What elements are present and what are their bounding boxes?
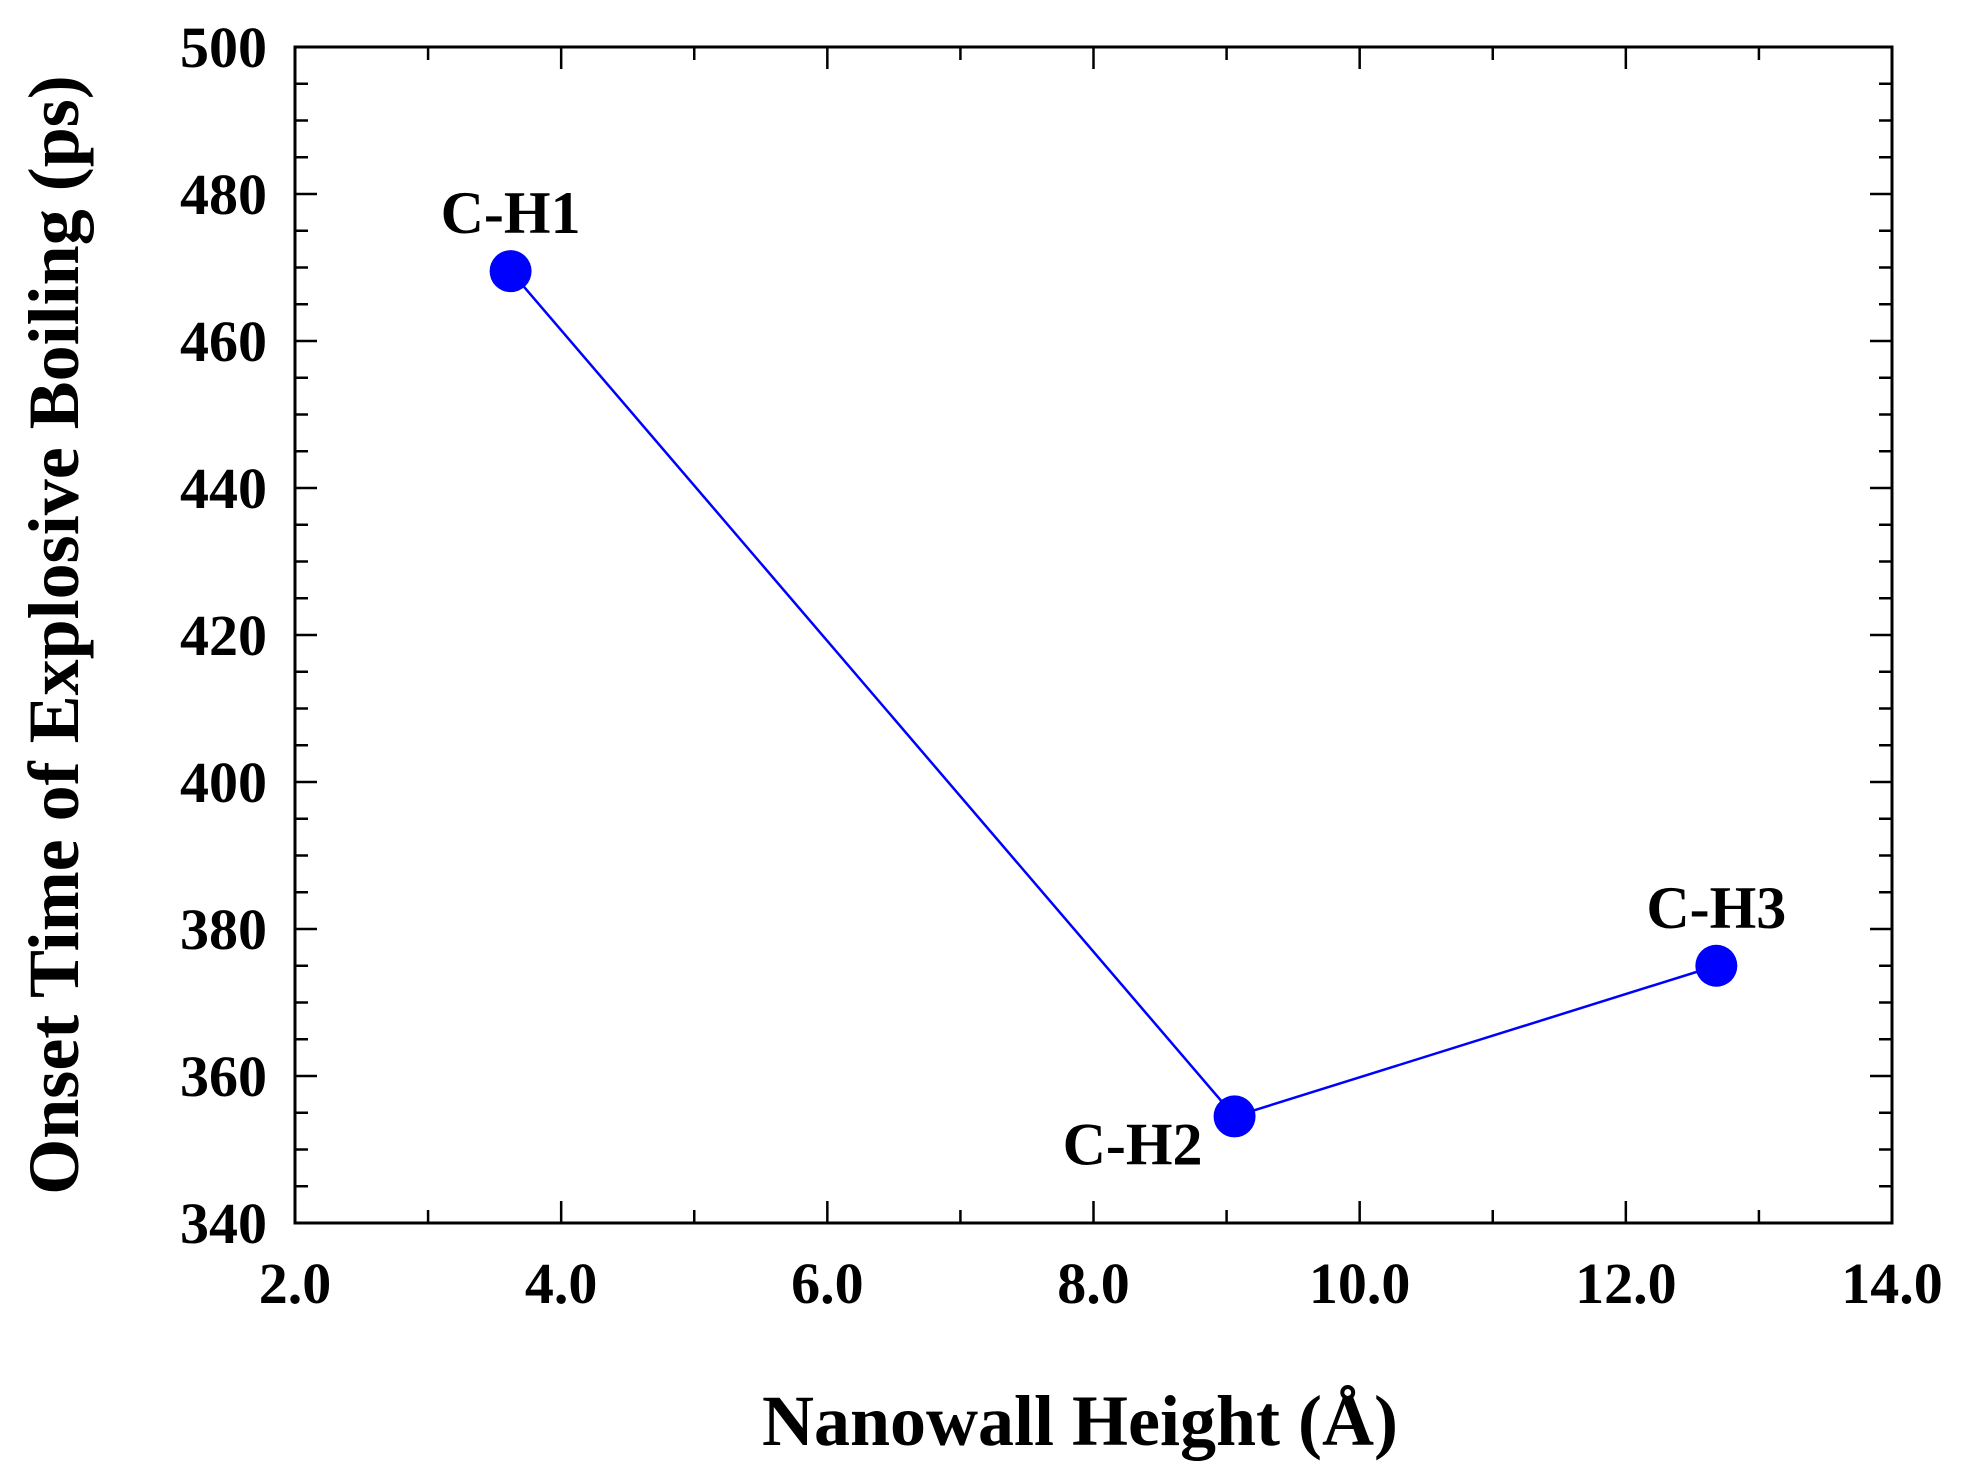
x-tick-label: 10.0 <box>1309 1251 1411 1316</box>
y-tick-label: 500 <box>180 15 267 80</box>
y-tick-label: 400 <box>180 750 267 815</box>
series-layer: C-H1 C-H2 C-H3 <box>441 180 1787 1177</box>
x-tick-label: 4.0 <box>525 1251 598 1316</box>
data-label: C-H2 <box>1063 1111 1203 1177</box>
x-tick-label: 2.0 <box>259 1251 332 1316</box>
x-tick-label: 6.0 <box>791 1251 864 1316</box>
y-tick-label: 480 <box>180 162 267 227</box>
y-tick-label: 360 <box>180 1044 267 1109</box>
series-line <box>509 270 1717 1118</box>
y-tick-label: 380 <box>180 897 267 962</box>
y-tick-label: 340 <box>180 1191 267 1256</box>
data-point <box>489 250 532 293</box>
x-tick-label: 14.0 <box>1841 1251 1943 1316</box>
y-axis: 340 360 380 400 420 440 460 480 500 <box>180 15 1892 1256</box>
data-label: C-H3 <box>1646 875 1786 941</box>
y-tick-label: 420 <box>180 603 267 668</box>
data-label: C-H1 <box>441 180 581 246</box>
y-axis-title: Onset Time of Explosive Boiling (ps) <box>14 75 94 1194</box>
y-tick-label: 460 <box>180 309 267 374</box>
x-axis-title: Nanowall Height (Å) <box>762 1381 1398 1461</box>
data-point <box>1213 1095 1256 1138</box>
y-tick-label: 440 <box>180 456 267 521</box>
data-point <box>1695 944 1738 987</box>
x-axis: 2.0 4.0 6.0 8.0 10.0 12.0 14.0 <box>259 47 1943 1316</box>
x-tick-label: 8.0 <box>1057 1251 1130 1316</box>
x-tick-label: 12.0 <box>1575 1251 1677 1316</box>
